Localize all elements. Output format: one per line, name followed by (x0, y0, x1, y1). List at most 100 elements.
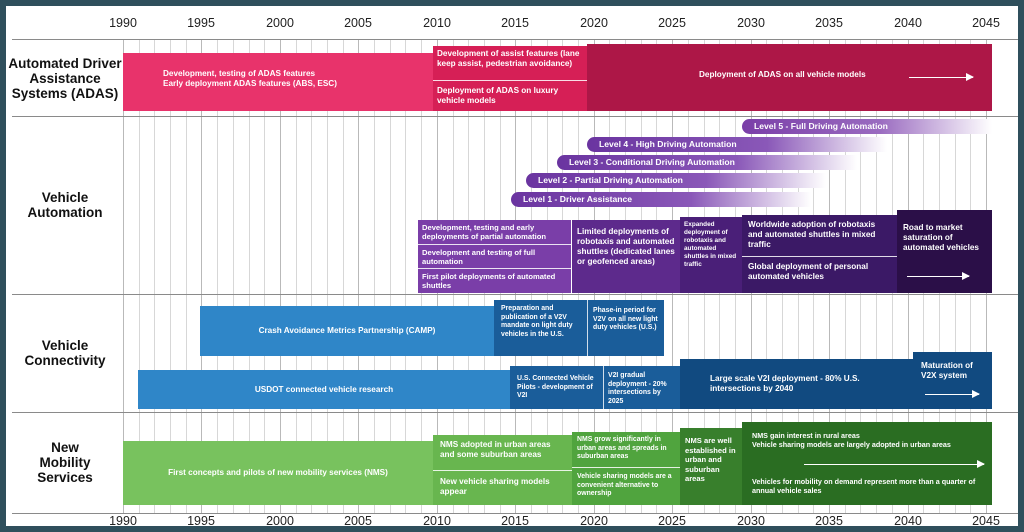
automation-global-personal: Global deployment of personal automated … (742, 256, 897, 293)
year-label-bottom: 2015 (501, 514, 529, 528)
grid-line (264, 39, 265, 514)
year-label-top: 2015 (501, 16, 529, 30)
year-label-top: 2040 (894, 16, 922, 30)
connectivity-camp: Crash Avoidance Metrics Partnership (CAM… (200, 306, 494, 356)
connectivity-phase: Phase-in period for V2V on all new light… (587, 300, 664, 356)
grid-line (390, 39, 391, 514)
grid-line (217, 39, 218, 514)
grid-line (154, 39, 155, 514)
category-adas: Automated Driver Assistance Systems (ADA… (8, 55, 122, 101)
separator-connectivity (12, 412, 1018, 413)
connectivity-pilots: U.S. Connected Vehicle Pilots - developm… (510, 366, 603, 409)
category-automation: Vehicle Automation (27, 190, 103, 220)
level-2-bar: Level 2 - Partial Driving Automation (526, 173, 826, 188)
mobility-future-box: NMS gain interest in rural areas Vehicle… (742, 422, 992, 505)
year-label-top: 2005 (344, 16, 372, 30)
connectivity-arrow-icon (925, 390, 980, 398)
year-label-bottom: 2010 (423, 514, 451, 528)
mobility-first: First concepts and pilots of new mobilit… (123, 441, 433, 505)
automation-road-market: Road to market saturation of automated v… (903, 223, 979, 252)
connectivity-v2x: Maturation of V2X system (921, 361, 973, 380)
year-label-top: 2000 (266, 16, 294, 30)
roadmap-panel: 1990 1995 2000 2005 2010 2015 2020 2025 2030 2035… (6, 6, 1018, 528)
year-label-top: 2020 (580, 16, 608, 30)
automation-early-box: Development, testing and early deploymen… (418, 220, 571, 293)
mobility-arrow-icon (804, 460, 985, 468)
adas-all-models: Deployment of ADAS on all vehicle models (699, 70, 866, 79)
connectivity-prep: Preparation and publication of a V2V man… (494, 300, 587, 356)
year-label-bottom: 1990 (109, 514, 137, 528)
grid-line (123, 39, 124, 514)
mobility-grow: NMS grow significantly in urban areas an… (577, 436, 667, 461)
automation-worldwide-box: Worldwide adoption of robotaxis and auto… (742, 215, 897, 293)
year-label-bottom: 2045 (972, 514, 1000, 528)
year-label-top: 2010 (423, 16, 451, 30)
separator-adas (12, 116, 1018, 117)
adas-development-box: Development, testing of ADAS features Ea… (123, 53, 433, 111)
year-label-top: 1990 (109, 16, 137, 30)
mobility-established: NMS are well established in urban and su… (680, 428, 742, 505)
year-label-top: 1995 (187, 16, 215, 30)
automation-worldwide: Worldwide adoption of robotaxis and auto… (748, 220, 876, 249)
category-mobility: New Mobility Services (37, 440, 93, 485)
adas-arrow-icon (909, 73, 974, 81)
mobility-sharing: New vehicle sharing models appear (433, 470, 572, 505)
year-label-bottom: 2000 (266, 514, 294, 528)
automation-early-2: Development and testing of full automati… (418, 244, 571, 268)
adas-dev-line1: Development, testing of ADAS features (163, 69, 316, 78)
level-4-bar: Level 4 - High Driving Automation (587, 137, 887, 152)
adas-all-models-box: Deployment of ADAS on all vehicle models (587, 44, 992, 111)
year-label-bottom: 2025 (658, 514, 686, 528)
connectivity-usdot: USDOT connected vehicle research (138, 370, 510, 409)
automation-expanded: Expanded deployment of robotaxis and aut… (680, 217, 742, 293)
automation-arrow-icon (907, 272, 970, 280)
grid-line (139, 39, 140, 514)
level-5-bar: Level 5 - Full Driving Automation (742, 119, 992, 134)
adas-luxury: Deployment of ADAS on luxury vehicle mod… (433, 80, 587, 111)
grid-line (249, 39, 250, 514)
year-label-top: 2045 (972, 16, 1000, 30)
grid-line (327, 39, 328, 514)
level-3-bar: Level 3 - Conditional Driving Automation (557, 155, 857, 170)
year-label-bottom: 2030 (737, 514, 765, 528)
grid-line (296, 39, 297, 514)
mobility-grow-box: NMS grow significantly in urban areas an… (572, 432, 680, 505)
year-label-bottom: 2035 (815, 514, 843, 528)
grid-line (374, 39, 375, 514)
category-connectivity: Vehicle Connectivity (24, 338, 106, 368)
year-label-top: 2030 (737, 16, 765, 30)
grid-line (311, 39, 312, 514)
adas-assist-dev: Development of assist features (lane kee… (437, 49, 580, 68)
year-label-bottom: 1995 (187, 514, 215, 528)
year-label-bottom: 2005 (344, 514, 372, 528)
mobility-sharing-urban: Vehicle sharing models are largely adopt… (752, 440, 951, 450)
automation-road-market-box: Road to market saturation of automated v… (897, 210, 992, 293)
year-label-bottom: 2020 (580, 514, 608, 528)
grid-line (201, 39, 202, 514)
separator-automation (12, 294, 1018, 295)
grid-line (358, 39, 359, 514)
mobility-urban-box: NMS adopted in urban areas and some subu… (433, 435, 572, 505)
connectivity-v2i-large: Large scale V2I deployment - 80% U.S. in… (680, 359, 913, 409)
level-1-bar: Level 1 - Driver Assistance (511, 192, 811, 207)
year-label-top: 2035 (815, 16, 843, 30)
adas-assist-box: Development of assist features (lane kee… (433, 46, 587, 111)
mobility-urban: NMS adopted in urban areas and some subu… (440, 440, 551, 459)
year-label-top: 2025 (658, 16, 686, 30)
mobility-on-demand: Vehicles for mobility on demand represen… (752, 476, 976, 496)
grid-line (343, 39, 344, 514)
year-label-bottom: 2040 (894, 514, 922, 528)
automation-early-1: Development, testing and early deploymen… (422, 223, 547, 242)
mobility-rural: NMS gain interest in rural areas (752, 431, 860, 440)
mobility-convenient: Vehicle sharing models are a convenient … (572, 467, 680, 505)
grid-line (233, 39, 234, 514)
grid-line (280, 39, 281, 514)
grid-line (186, 39, 187, 514)
connectivity-v2x-box: Maturation of V2X system (913, 352, 992, 409)
separator-bottom (12, 513, 1018, 514)
separator-top (12, 39, 1018, 40)
connectivity-v2i-gradual: V2I gradual deployment - 20% intersectio… (603, 366, 680, 409)
grid-line (170, 39, 171, 514)
adas-dev-line2: Early deployment ADAS features (ABS, ESC… (163, 79, 337, 88)
grid-line (405, 39, 406, 514)
